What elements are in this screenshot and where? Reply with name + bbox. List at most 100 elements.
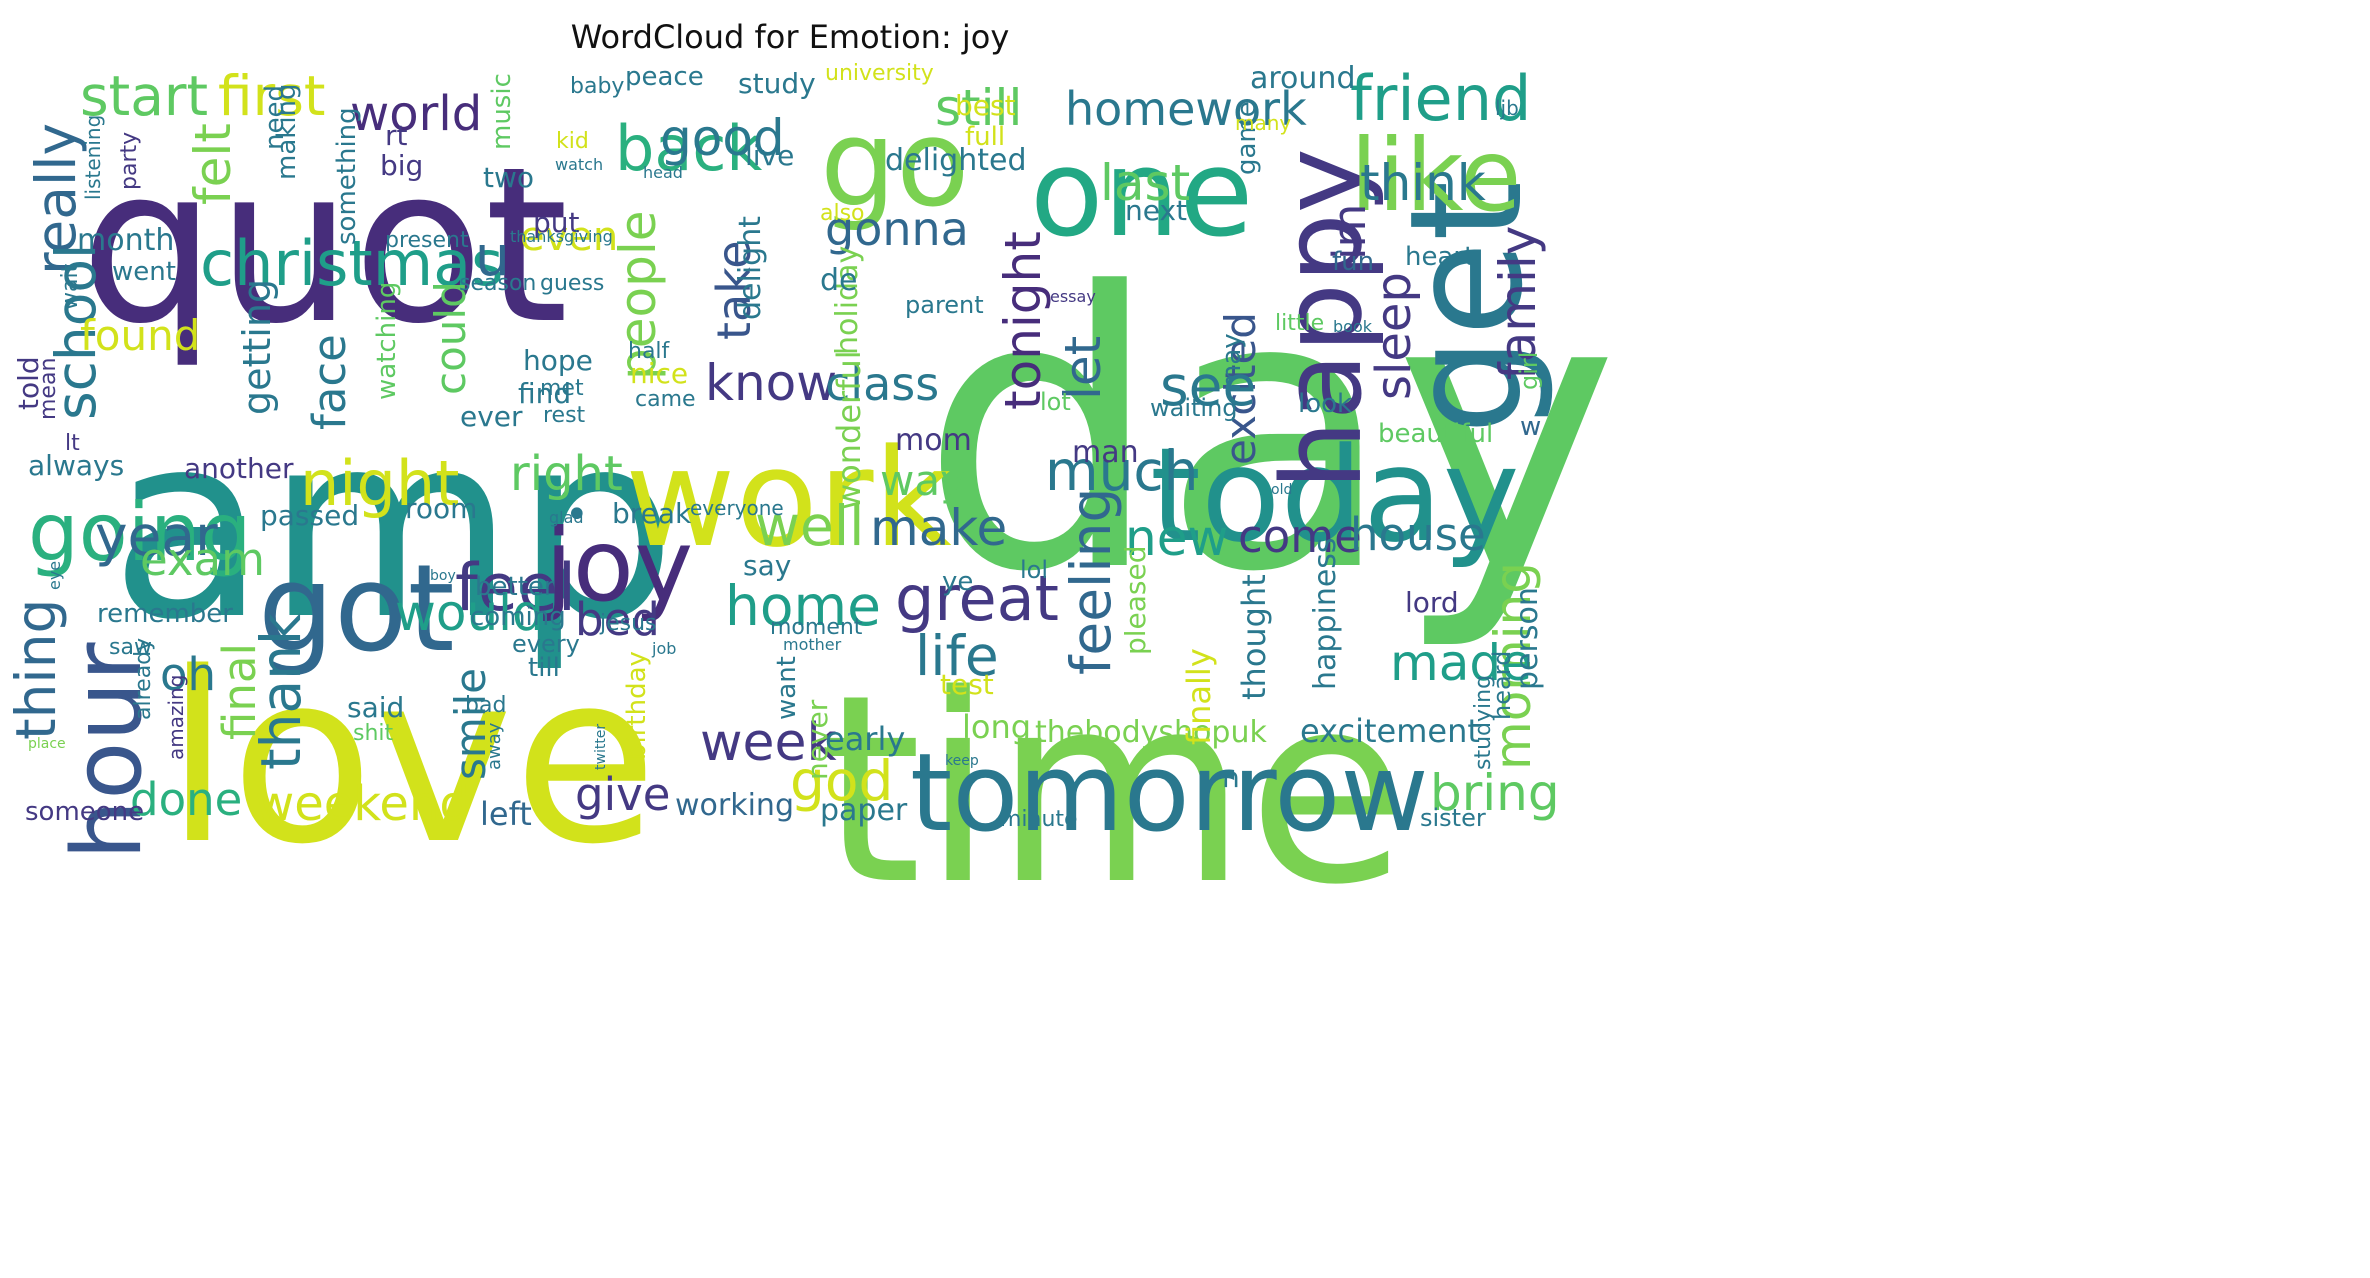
word-girl: girl [1515, 352, 1543, 390]
word-another: another [184, 452, 294, 485]
word-met: met [540, 376, 584, 401]
word-got: got [258, 540, 455, 679]
word-still: still [935, 79, 1022, 137]
word-parent: parent [905, 291, 984, 319]
word-christmas: christmas [200, 227, 503, 300]
word-n: n [1222, 761, 1240, 794]
word-home: home [725, 574, 881, 638]
word-wonderful: wonderful [830, 350, 868, 510]
word-watching: watching [372, 282, 402, 400]
word-felt: felt [184, 123, 242, 205]
word-person: person [1510, 587, 1545, 690]
word-man: man [1072, 435, 1139, 470]
word-gonna: gonna [825, 202, 969, 256]
word-thank: thank [249, 613, 313, 770]
word-done: done [130, 773, 242, 826]
word-amp: amp [110, 379, 677, 676]
word-next: next [1125, 194, 1187, 227]
word-many: many [1235, 111, 1291, 135]
word-holiday: holiday [830, 246, 865, 355]
word-excited: excited [1216, 312, 1265, 465]
word-want: want [772, 656, 802, 720]
word-glad: glad [549, 508, 584, 527]
word-birthday: birthday [622, 651, 652, 760]
word-day: day [920, 212, 1619, 655]
word-exam: exam [140, 533, 265, 586]
word-study: study [738, 67, 816, 100]
word-class: class [825, 357, 939, 411]
word-u: u [475, 224, 510, 288]
word-best: best [955, 89, 1016, 122]
word-get: get [1376, 180, 1557, 435]
word-world: world [350, 86, 482, 142]
word-lot: lot [1040, 388, 1071, 416]
word-feel: feel [455, 551, 576, 626]
word-month: month [77, 223, 174, 258]
word-im: im [1323, 204, 1376, 260]
word-joy: joy [543, 507, 693, 624]
word-go: go [820, 95, 970, 234]
word-morning: morning [1484, 562, 1542, 770]
word-mom: mom [895, 423, 972, 458]
word-nice: nice [630, 357, 688, 390]
word-something: something [332, 107, 362, 245]
word-beautiful: beautiful [1378, 419, 1493, 449]
word-let: let [1054, 336, 1112, 400]
word-hope: hope [523, 344, 593, 377]
word-back: back [615, 112, 762, 185]
word-paper: paper [820, 793, 908, 828]
word-music: music [487, 73, 517, 150]
word-would: would [395, 584, 544, 642]
word-happiness: happiness [1308, 537, 1343, 690]
word-baby: baby [570, 74, 624, 99]
word-even: even [520, 214, 618, 260]
word-friend: friend [1350, 62, 1531, 135]
word-delighted: delighted [885, 143, 1027, 178]
word-present: present [385, 228, 469, 253]
word-always: always [28, 449, 124, 482]
word-shit: shit [353, 721, 394, 746]
word-heard: heard [1488, 651, 1516, 720]
word-feeling: feeling [1059, 488, 1123, 675]
word-studying: studying [1471, 675, 1496, 770]
word-kid: kid [556, 129, 589, 154]
word-making: making [272, 83, 302, 180]
word-came: came [635, 387, 696, 412]
word-face: face [303, 334, 356, 430]
word-right: right [510, 446, 623, 502]
word-saw: saw [109, 635, 152, 660]
word-put: put [533, 206, 580, 239]
word-homework: homework [1065, 82, 1307, 136]
word-house: house [1350, 508, 1486, 561]
word-moment: moment [770, 615, 863, 640]
word-pleased: pleased [1119, 545, 1152, 655]
word-fun: fun [1332, 247, 1374, 277]
word-told: told [12, 356, 45, 410]
word-peace: peace [625, 62, 704, 92]
word-sister: sister [1420, 804, 1486, 832]
word-eye: eye [45, 561, 64, 590]
word-say: say [743, 549, 791, 582]
chart-title: WordCloud for Emotion: joy [570, 18, 1010, 56]
word-think: think [1360, 154, 1486, 212]
word-sleep: sleep [1366, 272, 1422, 400]
word-could: could [426, 281, 475, 395]
word-take: take [707, 240, 761, 340]
word-made: made [1390, 634, 1532, 692]
word-guess: guess [540, 271, 604, 296]
word-excitement: excitement [1300, 712, 1480, 750]
word-away: away [484, 722, 505, 770]
word-one: one [1030, 125, 1253, 264]
word-game: game [1232, 101, 1262, 175]
word-ye: ye [942, 567, 973, 597]
word-someone: someone [25, 797, 144, 827]
word-coming: coming [470, 602, 566, 632]
word-god: god [790, 749, 893, 813]
word-watch: watch [555, 155, 603, 174]
word-half: half [628, 339, 671, 364]
word-today: today [1150, 419, 1520, 571]
word-big: big [380, 149, 423, 182]
word-love: love [165, 623, 658, 896]
word-last: last [1100, 154, 1190, 212]
